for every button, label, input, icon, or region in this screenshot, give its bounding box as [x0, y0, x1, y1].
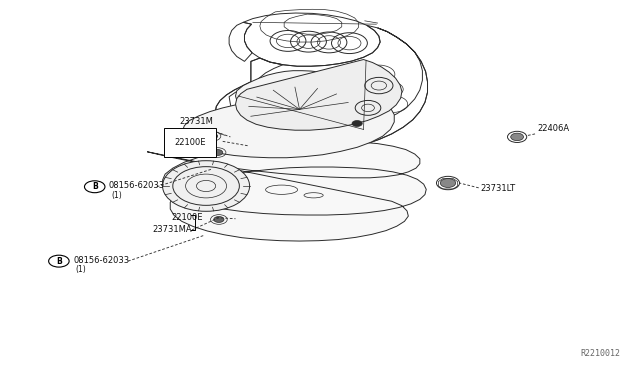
Text: 23731M: 23731M [179, 118, 213, 126]
Circle shape [352, 121, 362, 126]
Circle shape [511, 133, 524, 141]
Circle shape [163, 161, 250, 211]
Polygon shape [182, 71, 394, 158]
Circle shape [214, 217, 224, 222]
Text: (1): (1) [111, 191, 122, 200]
Text: 23731MA: 23731MA [152, 225, 192, 234]
Circle shape [212, 150, 223, 155]
Polygon shape [147, 141, 426, 241]
Text: B: B [56, 257, 61, 266]
Circle shape [440, 179, 456, 187]
Text: B: B [92, 182, 97, 191]
Text: 22100E: 22100E [172, 214, 203, 222]
Circle shape [207, 133, 218, 139]
Text: (1): (1) [76, 265, 86, 274]
Polygon shape [236, 60, 402, 130]
Text: 22406A: 22406A [538, 124, 570, 133]
Text: 08156-62033: 08156-62033 [109, 182, 165, 190]
Text: 22100E: 22100E [174, 138, 205, 147]
Text: R2210012: R2210012 [581, 349, 621, 358]
Text: 23731LT: 23731LT [480, 185, 515, 193]
Text: 08156-62033: 08156-62033 [74, 256, 130, 265]
